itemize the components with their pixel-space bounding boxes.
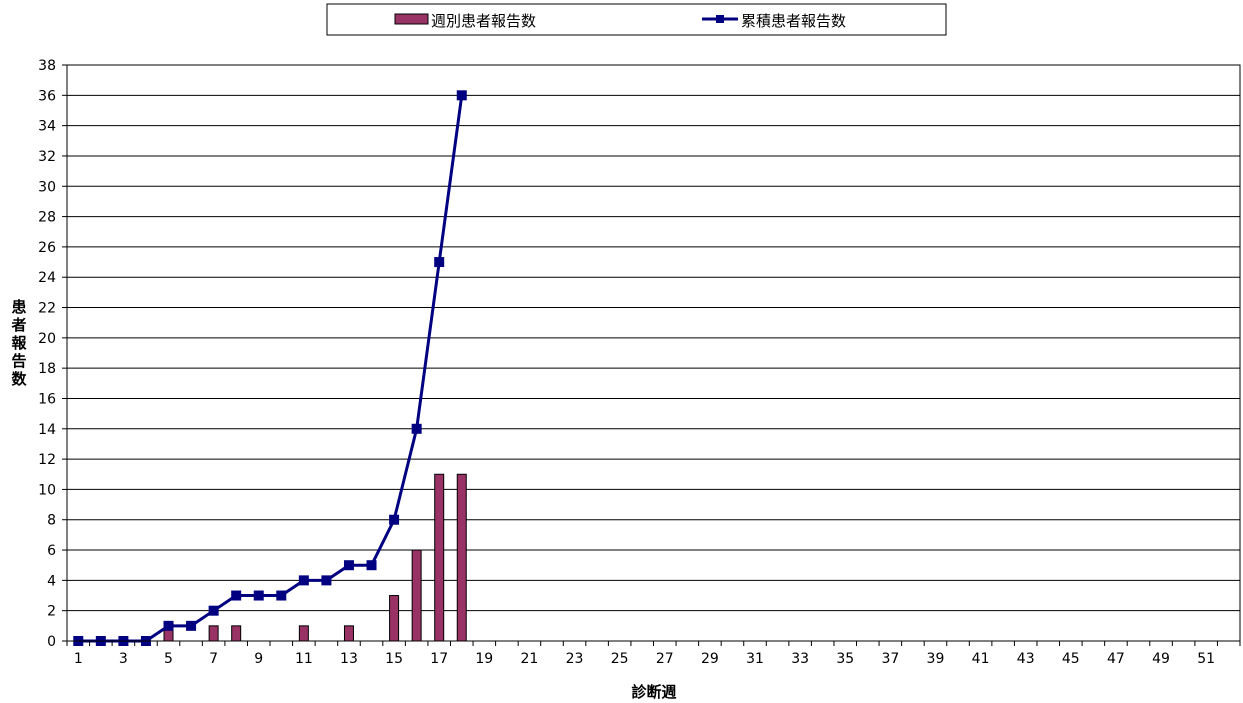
x-tick-label: 9 <box>254 651 263 667</box>
line-point <box>163 620 174 631</box>
x-tick-label: 11 <box>295 651 313 667</box>
x-tick-label: 25 <box>611 651 629 667</box>
y-tick-label: 14 <box>38 422 56 438</box>
y-tick-label: 36 <box>38 88 56 104</box>
bar <box>298 625 309 642</box>
y-tick-label: 20 <box>38 331 56 347</box>
weekly-bars <box>163 473 467 642</box>
y-tick-label: 4 <box>47 573 56 589</box>
y-tick-label: 16 <box>38 391 56 407</box>
y-tick-label: 12 <box>38 452 56 468</box>
y-tick-label: 26 <box>38 240 56 256</box>
x-tick-label: 49 <box>1152 651 1170 667</box>
bar <box>434 473 445 642</box>
y-tick-label: 0 <box>47 634 56 650</box>
x-tick-label: 33 <box>791 651 809 667</box>
line-point <box>411 423 422 434</box>
y-tick-label: 34 <box>38 119 56 135</box>
line-point <box>186 620 197 631</box>
y-tick-label: 28 <box>38 210 56 226</box>
x-tick-label: 39 <box>927 651 945 667</box>
x-tick-label: 7 <box>209 651 218 667</box>
x-tick-label: 21 <box>521 651 539 667</box>
x-tick-label: 13 <box>340 651 358 667</box>
y-tick-label: 38 <box>38 58 56 74</box>
legend-line-label: 累積患者報告数 <box>741 12 846 30</box>
x-tick-label: 31 <box>746 651 764 667</box>
x-tick-label: 41 <box>972 651 990 667</box>
line-point <box>343 560 354 571</box>
y-axis-title: 患者報告数 <box>11 298 27 388</box>
line-point <box>456 90 467 101</box>
x-tick-label: 29 <box>701 651 719 667</box>
line-point <box>208 605 219 616</box>
bar <box>411 549 422 642</box>
x-tick-label: 19 <box>475 651 493 667</box>
x-tick-label: 5 <box>164 651 173 667</box>
y-tick-label: 24 <box>38 270 56 286</box>
x-tick-label: 45 <box>1062 651 1080 667</box>
bar <box>456 473 467 642</box>
y-tick-label: 8 <box>47 513 56 529</box>
x-tick-label: 1 <box>74 651 83 667</box>
legend-bar-label: 週別患者報告数 <box>431 12 536 30</box>
x-tick-label: 15 <box>385 651 403 667</box>
x-tick-label: 47 <box>1107 651 1125 667</box>
y-tick-label: 6 <box>47 543 56 559</box>
bar <box>389 595 400 642</box>
y-tick-label: 22 <box>38 301 56 317</box>
y-tick-label: 10 <box>38 482 56 498</box>
bar <box>343 625 354 642</box>
y-tick-label: 30 <box>38 179 56 195</box>
line-point <box>366 560 377 571</box>
legend-bar-swatch <box>394 13 429 25</box>
line-point <box>434 257 445 268</box>
gridlines <box>67 64 1240 612</box>
y-tick-label: 32 <box>38 149 56 165</box>
x-axis-title: 診断週 <box>631 683 676 701</box>
x-tick-label: 3 <box>119 651 128 667</box>
x-tick-label: 35 <box>836 651 854 667</box>
line-point <box>231 590 242 601</box>
legend-box <box>326 3 947 36</box>
x-tick-label: 37 <box>881 651 899 667</box>
line-point <box>253 590 264 601</box>
x-tick-label: 51 <box>1197 651 1215 667</box>
legend-line-marker <box>716 15 724 23</box>
y-tick-label: 2 <box>47 604 56 620</box>
x-tick-label: 27 <box>656 651 674 667</box>
line-point <box>389 514 400 525</box>
y-tick-label: 18 <box>38 361 56 377</box>
line-point <box>276 590 287 601</box>
x-tick-label: 43 <box>1017 651 1035 667</box>
bar <box>208 625 219 642</box>
bar <box>231 625 242 642</box>
x-tick-label: 23 <box>566 651 584 667</box>
line-point <box>298 575 309 586</box>
x-tick-label: 17 <box>430 651 448 667</box>
plot-border <box>66 64 1241 642</box>
legend: 週別患者報告数 累積患者報告数 <box>326 3 947 36</box>
line-point <box>321 575 332 586</box>
